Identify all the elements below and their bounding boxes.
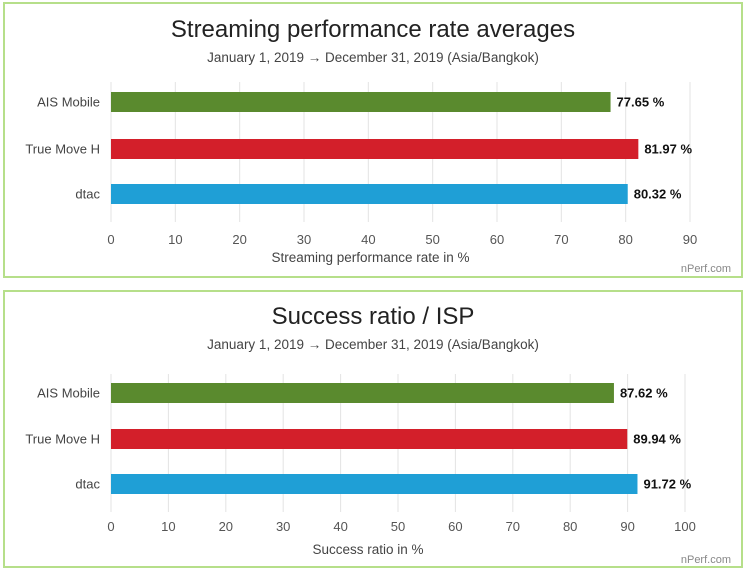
x-tick-label: 100	[674, 519, 696, 534]
x-tick-label: 10	[161, 519, 175, 534]
x-tick-label: 60	[448, 519, 462, 534]
bar-true-move-h	[111, 139, 639, 159]
data-label: 91.72 %	[643, 477, 691, 492]
credit-text: nPerf.com	[681, 554, 731, 566]
data-label: 87.62 %	[620, 386, 668, 401]
x-tick-label: 80	[563, 519, 577, 534]
category-label: True Move H	[25, 142, 100, 157]
x-tick-label: 40	[361, 232, 375, 247]
category-label: True Move H	[25, 432, 100, 447]
bar-ais-mobile	[111, 383, 614, 403]
bar-dtac	[111, 474, 638, 494]
category-label: AIS Mobile	[37, 95, 100, 110]
x-tick-label: 10	[168, 232, 182, 247]
success-ratio-chart-panel: Success ratio / ISP January 1, 2019 → Dec…	[3, 290, 743, 568]
chart-subtitle: January 1, 2019 → December 31, 2019 (Asi…	[207, 337, 539, 352]
chart-title: Success ratio / ISP	[272, 303, 475, 330]
x-tick-label: 70	[554, 232, 568, 247]
data-label: 81.97 %	[644, 142, 692, 157]
x-tick-label: 70	[506, 519, 520, 534]
bar-true-move-h	[111, 429, 628, 449]
data-label: 89.94 %	[633, 432, 681, 447]
x-tick-label: 0	[107, 519, 114, 534]
x-tick-label: 50	[425, 232, 439, 247]
x-tick-label: 30	[276, 519, 290, 534]
x-tick-label: 60	[490, 232, 504, 247]
category-label: AIS Mobile	[37, 386, 100, 401]
x-tick-label: 90	[620, 519, 634, 534]
data-label: 77.65 %	[617, 95, 665, 110]
x-tick-label: 40	[333, 519, 347, 534]
x-tick-label: 0	[107, 232, 114, 247]
chart-title: Streaming performance rate averages	[171, 16, 575, 43]
x-axis-label: Success ratio in %	[312, 542, 423, 557]
x-axis-label: Streaming performance rate in %	[271, 250, 469, 265]
bar-dtac	[111, 184, 628, 204]
x-tick-label: 20	[219, 519, 233, 534]
x-tick-label: 20	[232, 232, 246, 247]
x-tick-label: 30	[297, 232, 311, 247]
data-label: 80.32 %	[634, 187, 682, 202]
x-tick-label: 50	[391, 519, 405, 534]
x-tick-label: 90	[683, 232, 697, 247]
category-label: dtac	[75, 477, 100, 492]
x-tick-label: 80	[618, 232, 632, 247]
bar-ais-mobile	[111, 92, 611, 112]
success-ratio-chart: Success ratio / ISP January 1, 2019 → Dec…	[25, 303, 731, 566]
category-label: dtac	[75, 187, 100, 202]
streaming-performance-chart-panel: Streaming performance rate averages Janua…	[3, 2, 743, 278]
streaming-performance-chart: Streaming performance rate averages Janua…	[25, 16, 731, 275]
chart-subtitle: January 1, 2019 → December 31, 2019 (Asi…	[207, 50, 539, 65]
credit-text: nPerf.com	[681, 263, 731, 275]
